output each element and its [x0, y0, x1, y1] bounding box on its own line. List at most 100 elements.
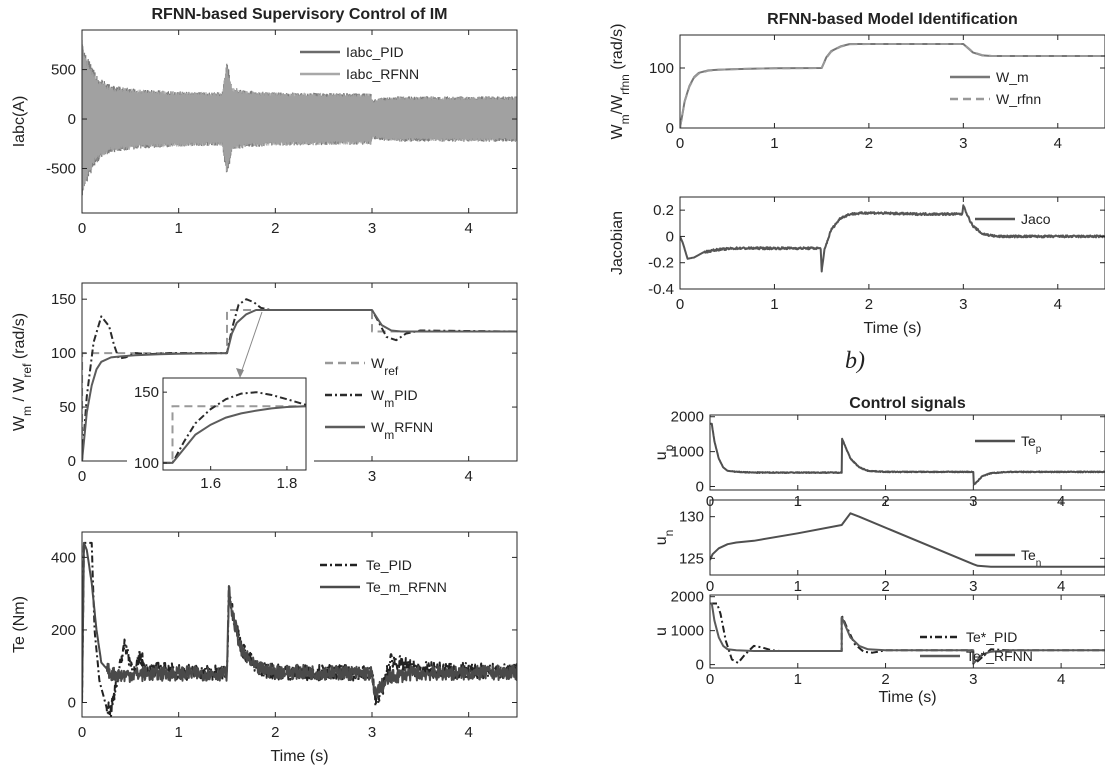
- y-tick-label: 0: [68, 694, 76, 711]
- axes-box: [81, 531, 518, 718]
- y-axis-label: Wm / Wref (rad/s): [11, 313, 34, 431]
- x-axis-label: Time (s): [878, 689, 936, 706]
- y-tick-label: -500: [46, 160, 76, 177]
- y-tick-label: 0: [696, 657, 704, 674]
- legend-label: W_rfnn: [996, 91, 1041, 107]
- y-tick-label: 150: [51, 291, 76, 308]
- inset-x-tick-label: 1.6: [200, 475, 221, 492]
- y-axis-label-sub: n: [662, 530, 676, 537]
- y-tick-label: 0: [68, 453, 76, 470]
- y-tick-label: 125: [679, 550, 704, 567]
- y-tick-label: 200: [51, 622, 76, 639]
- legend-label: WmPID: [371, 387, 418, 410]
- y-axis-label-part: (rad/s): [609, 23, 626, 74]
- x-tick-label: 4: [464, 724, 472, 741]
- x-tick-label: 4: [1057, 578, 1065, 595]
- legend-label: Wref: [371, 355, 399, 378]
- series-te-m-rfnn: [82, 541, 517, 703]
- x-tick-label: 4: [1054, 135, 1062, 152]
- x-tick-label: 2: [271, 724, 279, 741]
- x-tick-label: 2: [865, 135, 873, 152]
- axes-box: [709, 499, 1105, 576]
- chart-jacobian: 0 1 2 3 4 -0.4 -0.2 0 0.2 Time (s) Jacobian Jaco: [609, 196, 1105, 337]
- legend-label-sub: m: [384, 396, 394, 410]
- y-axis-label: Wm/Wrfnn (rad/s): [609, 23, 632, 139]
- y-axis-label-sub: p: [662, 444, 676, 451]
- chart-iabc: RFNN-based Supervisory Control of IM 0 1 2 3…: [11, 6, 518, 237]
- x-tick-label: 4: [1057, 671, 1065, 688]
- y-tick-label: -0.2: [648, 255, 674, 272]
- y-tick-label: 100: [51, 345, 76, 362]
- x-tick-label: 3: [368, 724, 376, 741]
- chart-u: 0 1 2 3 4 0 1000 2000 Time (s) u Te*_PID Te*_RFNN: [653, 589, 1105, 706]
- x-tick-label: 3: [959, 296, 967, 313]
- plot-area: [710, 512, 1105, 568]
- axes-box: [679, 34, 1105, 129]
- x-tick-label: 2: [865, 296, 873, 313]
- inset-background: [127, 372, 314, 500]
- series-w-rfnn: [680, 43, 1105, 128]
- x-tick-label: 3: [969, 671, 977, 688]
- y-tick-label: -0.4: [648, 281, 674, 298]
- inset-series: [163, 405, 307, 464]
- plot-area: [710, 422, 1105, 486]
- chart-title: Control signals: [849, 395, 966, 412]
- legend-label: Te*_RFNN: [966, 648, 1033, 664]
- y-tick-label: 0: [666, 228, 674, 245]
- x-tick-label: 3: [959, 135, 967, 152]
- series-te-pid: [82, 541, 517, 717]
- legend-label-part: PID: [394, 387, 417, 403]
- x-tick-label: 0: [78, 468, 86, 485]
- y-axis-label-sub: m: [20, 406, 34, 416]
- legend-label: Tep: [1021, 433, 1042, 455]
- series-te-rfnn: [710, 602, 1105, 665]
- chart-title: RFNN-based Model Identification: [767, 11, 1018, 28]
- x-tick-label: 3: [969, 578, 977, 595]
- legend-label: Iabc_PID: [346, 44, 404, 60]
- legend: Te*_PID Te*_RFNN: [920, 629, 1033, 664]
- x-tick-label: 4: [1054, 296, 1062, 313]
- y-tick-label: 100: [649, 60, 674, 77]
- legend: Te_PID Te_m_RFNN: [320, 557, 447, 595]
- y-tick-label: 0: [68, 111, 76, 128]
- y-tick-label: 1000: [671, 444, 704, 461]
- x-tick-label: 3: [368, 220, 376, 237]
- plot-area: [680, 43, 1105, 128]
- y-axis-label: Iabc(A): [11, 96, 28, 148]
- y-axis-label: un: [653, 530, 676, 546]
- x-tick-label: 0: [78, 724, 86, 741]
- y-tick-label: 130: [679, 509, 704, 526]
- axes-box: [709, 414, 1105, 491]
- legend-label: Te*_PID: [966, 629, 1017, 645]
- y-axis-label-sub: rfnn: [618, 74, 632, 95]
- x-tick-label: 0: [676, 296, 684, 313]
- y-tick-label: 0: [666, 120, 674, 137]
- y-tick-label: 400: [51, 549, 76, 566]
- legend: Wref WmPID WmRFNN: [325, 355, 433, 442]
- inset-axes-box: [162, 377, 307, 471]
- y-axis-label-sub: ref: [20, 363, 34, 378]
- legend-label: Iabc_RFNN: [346, 66, 419, 82]
- x-tick-label: 1: [770, 135, 778, 152]
- legend: W_m W_rfnn: [950, 69, 1041, 107]
- chart-speed: 01234050100150Wm / Wref (rad/s)WrefWmPID…: [11, 282, 518, 500]
- plot-area: [710, 602, 1105, 665]
- legend-label-sub: m: [384, 428, 394, 442]
- series-jaco: [680, 204, 1105, 273]
- axes-box: [81, 29, 518, 214]
- x-tick-label: 2: [881, 578, 889, 595]
- axes-box: [679, 196, 1105, 290]
- y-axis-label-sub: m: [618, 114, 632, 124]
- legend: Tep: [975, 433, 1042, 455]
- x-tick-label: 1: [174, 724, 182, 741]
- legend-label: WmRFNN: [371, 419, 433, 442]
- y-axis-label: Te (Nm): [11, 596, 28, 653]
- legend-label: Te_m_RFNN: [366, 579, 447, 595]
- legend-label: Jaco: [1021, 211, 1051, 227]
- legend-label: W_m: [996, 69, 1029, 85]
- series-w-m-pid: [82, 298, 517, 461]
- x-tick-label: 1: [174, 220, 182, 237]
- y-tick-label: 0: [696, 479, 704, 496]
